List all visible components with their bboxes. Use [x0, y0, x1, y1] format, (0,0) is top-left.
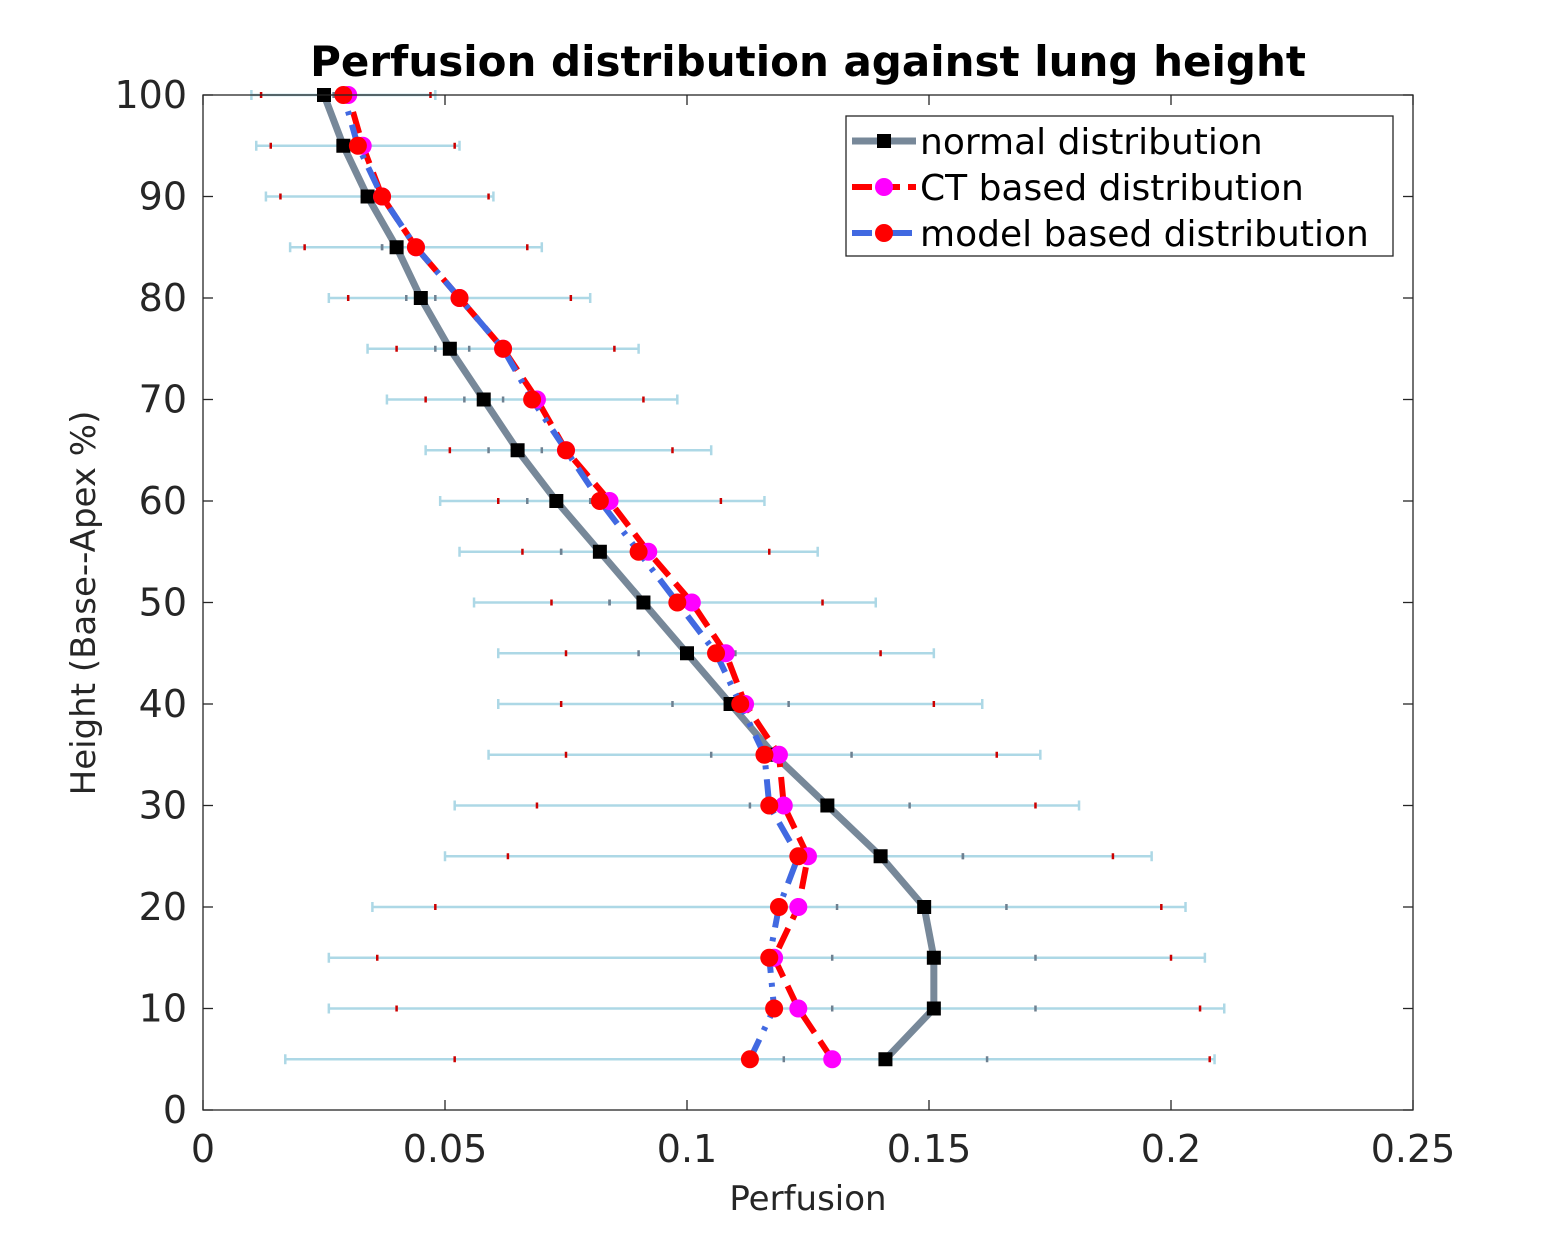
data-point [682, 593, 701, 612]
plot-area [250, 86, 1226, 1069]
y-tick-label: 80 [139, 276, 187, 320]
y-tick-label: 20 [139, 885, 187, 929]
data-point [549, 494, 564, 508]
data-point [348, 136, 367, 155]
y-tick-label: 70 [139, 378, 187, 422]
x-tick-label: 0.25 [1371, 1127, 1456, 1171]
data-point [442, 341, 457, 356]
data-point [774, 796, 793, 815]
chart-title: Perfusion distribution against lung heig… [310, 37, 1306, 86]
y-tick-label: 30 [139, 784, 187, 828]
data-point [789, 999, 808, 1018]
legend-label: CT based distribution [920, 168, 1304, 209]
x-tick-label: 0.1 [657, 1127, 717, 1171]
y-tick-label: 0 [163, 1088, 187, 1132]
data-point [789, 847, 808, 866]
data-point [510, 443, 525, 458]
data-point [406, 238, 425, 257]
data-point [668, 593, 687, 612]
data-point [769, 898, 788, 916]
series-line-normal-distribution [320, 93, 938, 1062]
data-point [476, 392, 491, 407]
data-point [592, 544, 607, 559]
data-point [636, 595, 651, 610]
y-tick-label: 40 [139, 682, 187, 726]
legend-marker [875, 178, 893, 196]
data-point [373, 187, 392, 206]
legend: normal distribution CT based distribution… [845, 115, 1394, 257]
axis-ticks: 0 0.05 0.1 0.15 0.2 0.25 0 10 20 30 40 50 60 70 80 90 10… [114, 73, 1455, 1171]
data-point [755, 745, 774, 764]
x-tick-label: 0.05 [403, 1127, 488, 1171]
data-point [360, 189, 375, 204]
data-point [413, 291, 428, 305]
data-point [680, 646, 694, 661]
data-point [769, 745, 788, 764]
x-axis-label: Perfusion [729, 1179, 886, 1219]
data-point [740, 1050, 759, 1069]
y-tick-label: 100 [114, 73, 187, 117]
legend-marker [877, 134, 891, 148]
y-tick-label: 60 [139, 479, 187, 523]
data-point [336, 138, 351, 153]
data-point [389, 240, 404, 255]
x-tick-label: 0 [191, 1127, 215, 1171]
data-point [494, 339, 513, 358]
data-point [789, 898, 808, 916]
data-point [629, 542, 648, 561]
data-point [450, 289, 469, 307]
data-point [873, 849, 888, 864]
y-tick-label: 10 [139, 987, 187, 1031]
data-point [760, 948, 779, 967]
data-point [731, 695, 750, 713]
data-point [760, 796, 779, 815]
series-line-model-based-distribution [340, 94, 802, 1061]
data-point [557, 441, 575, 460]
data-point [823, 1050, 842, 1069]
legend-label: model based distribution [920, 214, 1369, 255]
data-point [523, 390, 542, 409]
data-point [926, 1001, 941, 1016]
legend-box [845, 115, 1394, 257]
y-tick-label: 50 [139, 581, 187, 625]
x-tick-label: 0.2 [1141, 1127, 1201, 1171]
data-point [765, 999, 784, 1018]
data-point [926, 950, 941, 965]
data-point [707, 644, 726, 663]
legend-marker [875, 224, 893, 242]
y-tick-label: 90 [139, 175, 187, 219]
data-point [820, 798, 835, 813]
y-axis-label: Height (Base--Apex %) [64, 411, 104, 796]
legend-label: normal distribution [920, 122, 1263, 163]
x-tick-label: 0.15 [887, 1127, 972, 1171]
data-point [878, 1052, 893, 1067]
data-point [917, 900, 932, 914]
series-line-ct-based-distribution [345, 94, 835, 1061]
data-point [590, 492, 609, 510]
